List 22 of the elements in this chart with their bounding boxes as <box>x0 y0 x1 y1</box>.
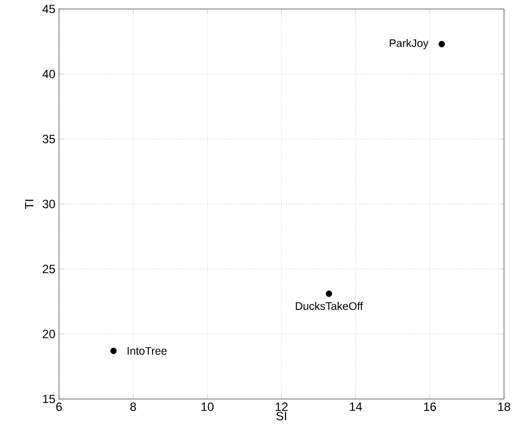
y-tick-label: 25 <box>42 264 55 274</box>
x-tick-label: 10 <box>202 402 214 411</box>
annotation: IntoTree <box>128 347 167 355</box>
x-tick-label: 16 <box>424 402 436 411</box>
annotation: DucksTakeOff <box>296 302 363 310</box>
x-tick-label: 18 <box>498 402 510 411</box>
y-tick-label: 45 <box>42 4 55 14</box>
y-tick-label: 35 <box>42 134 55 144</box>
x-tick-label: 6 <box>56 402 62 411</box>
point <box>438 40 445 48</box>
x-axis-title: SI <box>276 412 286 420</box>
point <box>110 348 117 354</box>
x-tick-label: 14 <box>350 402 362 411</box>
point <box>326 290 332 297</box>
y-tick-label: 15 <box>43 394 55 404</box>
y-tick-label: 20 <box>42 330 56 338</box>
y-axis-title: TI <box>25 200 34 210</box>
y-tick-label: 30 <box>42 200 56 208</box>
x-tick-label: 12 <box>276 402 288 411</box>
x-tick-label: 8 <box>130 402 136 411</box>
annotation: ParkJoy <box>390 38 428 50</box>
y-tick-label: 40 <box>42 70 56 78</box>
